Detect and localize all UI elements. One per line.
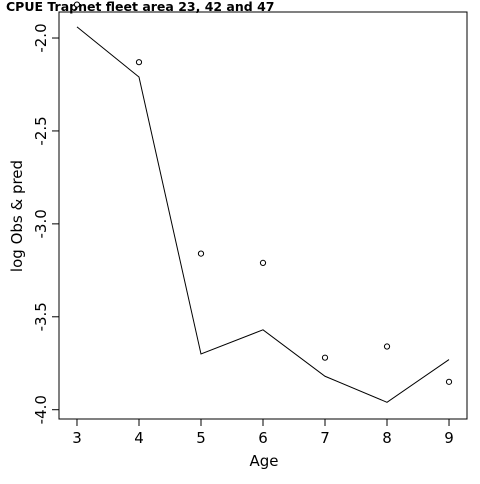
y-tick-label: -3.5 xyxy=(32,302,50,331)
x-tick-label: 8 xyxy=(382,429,392,447)
x-axis-label: Age xyxy=(249,452,278,470)
predicted-series xyxy=(76,26,450,403)
observed-point xyxy=(445,378,453,385)
observed-point xyxy=(197,250,205,257)
x-tick-label: 5 xyxy=(196,429,206,447)
observed-point xyxy=(321,354,329,361)
x-tick-label: 7 xyxy=(320,429,330,447)
chart-title: CPUE Trapnet fleet area 23, 42 and 47 xyxy=(6,0,274,14)
predicted-line xyxy=(76,26,450,403)
x-tick-label: 6 xyxy=(258,429,268,447)
y-tick-label: -4.0 xyxy=(32,395,50,424)
observed-point xyxy=(383,343,391,350)
x-tick-label: 4 xyxy=(134,429,144,447)
y-axis-label: log Obs & pred xyxy=(8,160,26,272)
y-tick-label: -2.5 xyxy=(32,116,50,145)
x-tick-label: 3 xyxy=(72,429,82,447)
y-tick-label: -2.0 xyxy=(32,23,50,52)
observed-series xyxy=(73,1,453,385)
observed-point xyxy=(73,1,81,8)
observed-point xyxy=(259,259,267,266)
y-tick-label: -3.0 xyxy=(32,209,50,238)
x-tick-label: 9 xyxy=(444,429,454,447)
observed-point xyxy=(135,59,143,66)
x-axis: 3 4 5 6 7 8 9 xyxy=(72,419,454,447)
y-axis: -2.0 -2.5 -3.0 -3.5 -4.0 xyxy=(32,23,59,424)
